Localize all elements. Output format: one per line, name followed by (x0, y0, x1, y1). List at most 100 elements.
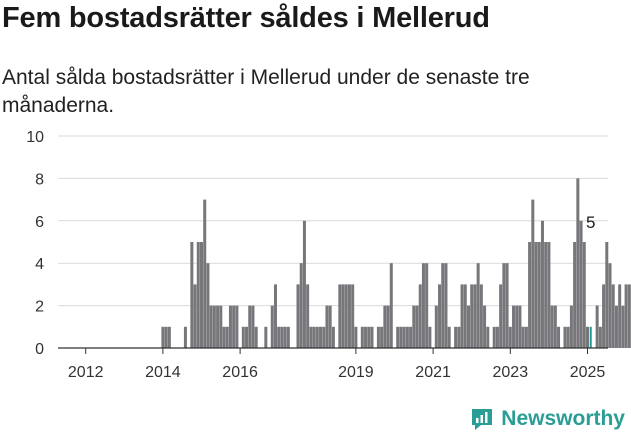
bar (573, 242, 577, 348)
bar (569, 305, 573, 348)
bar (380, 326, 384, 348)
bar (264, 326, 268, 348)
bar (277, 326, 281, 348)
bar (167, 326, 171, 348)
newsworthy-logo-icon (472, 409, 493, 430)
bar (470, 284, 474, 348)
bar (351, 284, 355, 348)
chart-title: Fem bostadsrätter såldes i Mellerud (2, 2, 490, 34)
bar (409, 326, 413, 348)
bar (206, 263, 210, 348)
bar (200, 242, 203, 348)
bar (544, 242, 548, 348)
bar (212, 305, 216, 348)
brand: Newsworthy (469, 405, 625, 433)
bar (183, 326, 187, 348)
bar (315, 326, 319, 348)
bar (579, 220, 583, 348)
bar (354, 326, 358, 348)
bar (428, 326, 432, 348)
bar (209, 305, 213, 348)
bar (557, 326, 561, 348)
bar (235, 305, 239, 348)
bar (524, 326, 528, 348)
bar (537, 242, 541, 348)
bar (505, 263, 509, 348)
bar (627, 284, 631, 348)
bar (216, 305, 220, 348)
x-tick-label: 2012 (68, 364, 104, 381)
bar (399, 326, 403, 348)
bar (347, 284, 351, 348)
bar (618, 284, 622, 348)
bar (586, 326, 589, 348)
bar (566, 326, 570, 348)
bar (576, 178, 580, 348)
bar (222, 326, 226, 348)
bar (512, 305, 516, 348)
bar (434, 305, 438, 348)
bar (328, 305, 332, 348)
y-tick-label: 8 (35, 171, 44, 188)
bar (254, 326, 258, 348)
bar (376, 326, 380, 348)
y-tick-label: 6 (35, 214, 44, 231)
bar (550, 305, 554, 348)
bar (466, 305, 470, 348)
chart-subtitle: Antal sålda bostadsrätter i Mellerud und… (2, 66, 530, 117)
bar (515, 305, 519, 348)
y-tick-label: 0 (35, 341, 44, 358)
bar (383, 305, 387, 348)
bar (405, 326, 409, 348)
x-tick-label: 2016 (222, 364, 258, 381)
bar (534, 242, 538, 348)
bar (528, 242, 532, 348)
bar (296, 284, 300, 348)
bar (502, 263, 506, 348)
bar (283, 326, 287, 348)
bar (309, 326, 313, 348)
bar (418, 284, 422, 348)
bar (438, 284, 442, 348)
bar (531, 199, 535, 348)
bar (164, 326, 168, 348)
bar (341, 284, 345, 348)
bar (444, 263, 448, 348)
y-tick-label: 4 (35, 256, 44, 273)
bar (441, 263, 445, 348)
bar (325, 305, 329, 348)
bar (508, 326, 512, 348)
bar (547, 242, 551, 348)
bar (460, 284, 464, 348)
bar (196, 242, 200, 348)
highlight-value-label: 5 (586, 213, 595, 232)
bar (232, 305, 236, 348)
bar (402, 326, 406, 348)
bar (270, 305, 274, 348)
bar (245, 326, 249, 348)
bar (602, 284, 606, 348)
bar (553, 305, 557, 348)
bar (492, 326, 496, 348)
x-tick-label: 2021 (415, 364, 451, 381)
bar (251, 305, 255, 348)
bar (624, 284, 628, 348)
x-tick-label: 2023 (493, 364, 529, 381)
bar (421, 263, 425, 348)
bar (228, 305, 232, 348)
bar (190, 242, 194, 348)
bar (386, 305, 390, 348)
bar (367, 326, 371, 348)
bar (476, 263, 480, 348)
highlight-bar (589, 326, 592, 348)
bar (614, 305, 618, 348)
bar (203, 199, 207, 348)
bar (225, 326, 229, 348)
bar (447, 326, 451, 348)
bar (463, 284, 467, 348)
bar (621, 305, 625, 348)
bar (499, 284, 503, 348)
bar (360, 326, 364, 348)
bar (241, 326, 245, 348)
bar (457, 326, 461, 348)
